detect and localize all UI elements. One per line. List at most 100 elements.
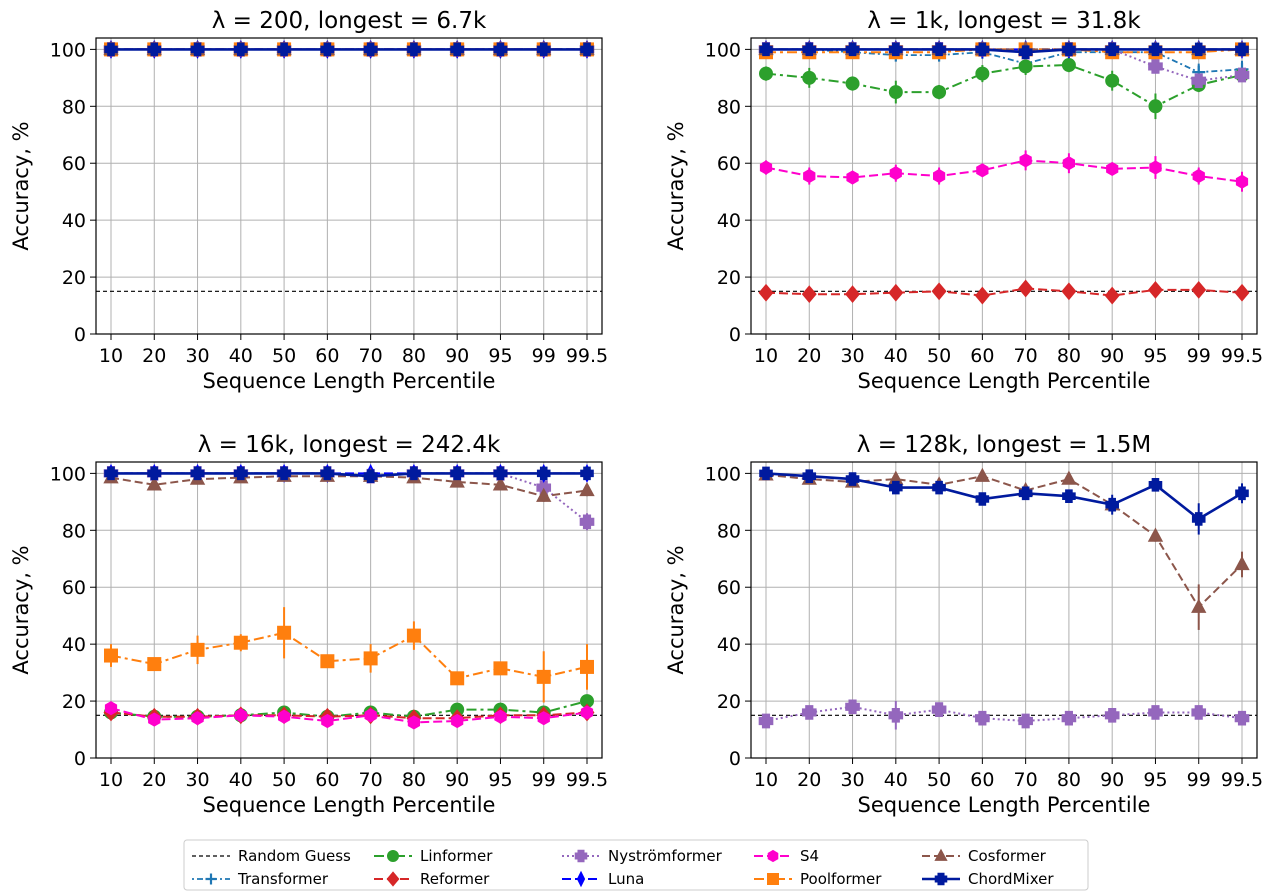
data-point — [1105, 497, 1119, 512]
x-tick-label: 10 — [754, 769, 778, 791]
legend-label: Reformer — [420, 870, 490, 888]
x-tick-label: 95 — [488, 345, 512, 367]
legend-entry: Poolformer — [754, 870, 882, 888]
x-axis-label: Sequence Length Percentile — [858, 369, 1151, 393]
x-tick-label: 99.5 — [566, 769, 608, 791]
x-tick-label: 95 — [1143, 345, 1167, 367]
y-tick-label: 20 — [62, 691, 86, 713]
x-tick-label: 40 — [884, 769, 908, 791]
legend-marker — [934, 872, 948, 886]
x-tick-label: 20 — [142, 769, 166, 791]
data-point — [1148, 705, 1163, 720]
legend-label: S4 — [800, 847, 819, 865]
chart-panel: 10 20 30 40 50 60 70 80 90 95 99 99.5 0 20 40 60 80 100 λ … — [664, 8, 1262, 393]
data-point — [234, 42, 248, 57]
data-point — [104, 466, 118, 481]
data-point — [190, 466, 205, 481]
x-tick-label: 60 — [970, 345, 994, 367]
data-point — [1234, 710, 1250, 726]
series-s4 — [759, 150, 1249, 192]
data-point — [932, 480, 946, 495]
legend-marker — [576, 870, 586, 888]
x-tick-label: 40 — [229, 769, 253, 791]
data-point — [932, 85, 947, 100]
data-point — [493, 42, 508, 57]
data-point — [580, 705, 594, 720]
y-axis-label: Accuracy, % — [9, 545, 33, 674]
x-tick-label: 20 — [797, 345, 821, 367]
data-point — [1105, 42, 1119, 57]
y-tick-label: 60 — [717, 577, 741, 599]
data-point — [104, 42, 118, 57]
series-line — [766, 48, 1242, 54]
data-point — [494, 709, 507, 724]
data-point — [1191, 512, 1206, 526]
data-point — [104, 701, 118, 716]
x-tick-label: 50 — [927, 769, 951, 791]
x-tick-label: 30 — [185, 769, 209, 791]
data-point — [1062, 42, 1076, 57]
x-tick-label: 90 — [1100, 345, 1124, 367]
data-point — [1061, 710, 1077, 726]
data-point — [1149, 160, 1162, 175]
data-point — [148, 712, 161, 727]
legend-entry: Nyströmformer — [562, 847, 723, 865]
series-chordmixer — [759, 466, 1249, 535]
legend-marker — [767, 873, 779, 885]
x-tick-label: 60 — [970, 769, 994, 791]
data-point — [190, 642, 205, 657]
data-point — [932, 42, 946, 57]
series-line — [765, 159, 1243, 183]
series-nyströmformer — [103, 466, 595, 531]
x-tick-label: 95 — [488, 769, 512, 791]
data-point — [537, 711, 550, 726]
data-point — [846, 170, 859, 185]
legend-label: Linformer — [420, 847, 493, 865]
x-tick-label: 90 — [445, 769, 469, 791]
series-s4 — [104, 701, 594, 730]
data-point — [1191, 598, 1207, 613]
data-point — [234, 466, 248, 481]
chart-panel: 10 20 30 40 50 60 70 80 90 95 99 99.5 0 20 40 60 80 100 λ … — [9, 8, 608, 393]
series-nyströmformer — [758, 699, 1250, 730]
data-point — [147, 42, 162, 57]
data-point — [450, 42, 464, 57]
data-point — [845, 472, 860, 486]
legend-marker — [386, 871, 400, 887]
data-point — [759, 160, 773, 175]
x-tick-label: 99 — [532, 769, 556, 791]
chart-title: λ = 16k, longest = 242.4k — [198, 432, 501, 458]
chart-title: λ = 128k, longest = 1.5M — [857, 432, 1151, 458]
x-tick-label: 99.5 — [1221, 769, 1262, 791]
series-line — [765, 472, 1243, 521]
data-point — [975, 42, 990, 57]
data-point — [492, 476, 509, 491]
data-point — [493, 661, 508, 676]
data-point — [758, 713, 774, 729]
series-line — [765, 63, 1243, 108]
y-tick-label: 20 — [717, 691, 741, 713]
data-point — [802, 42, 817, 57]
x-tick-label: 95 — [1143, 769, 1167, 791]
data-point — [449, 473, 465, 488]
data-point — [888, 283, 904, 302]
data-point — [975, 66, 990, 81]
series-poolformer — [104, 607, 594, 703]
data-point — [536, 669, 551, 684]
legend-entry: Luna — [562, 870, 644, 888]
data-point — [1235, 42, 1249, 57]
data-point — [277, 42, 291, 57]
x-tick-label: 40 — [229, 345, 253, 367]
data-point — [364, 708, 377, 723]
y-tick-label: 80 — [62, 96, 86, 118]
legend-marker — [574, 849, 588, 863]
data-point — [759, 66, 773, 81]
y-axis-label: Accuracy, % — [664, 121, 688, 250]
data-point — [450, 671, 465, 686]
y-tick-label: 20 — [717, 267, 741, 289]
data-point — [1104, 707, 1120, 723]
data-point — [363, 469, 378, 484]
y-tick-label: 0 — [729, 324, 741, 346]
data-point — [493, 466, 508, 481]
legend-label: Luna — [608, 870, 644, 888]
